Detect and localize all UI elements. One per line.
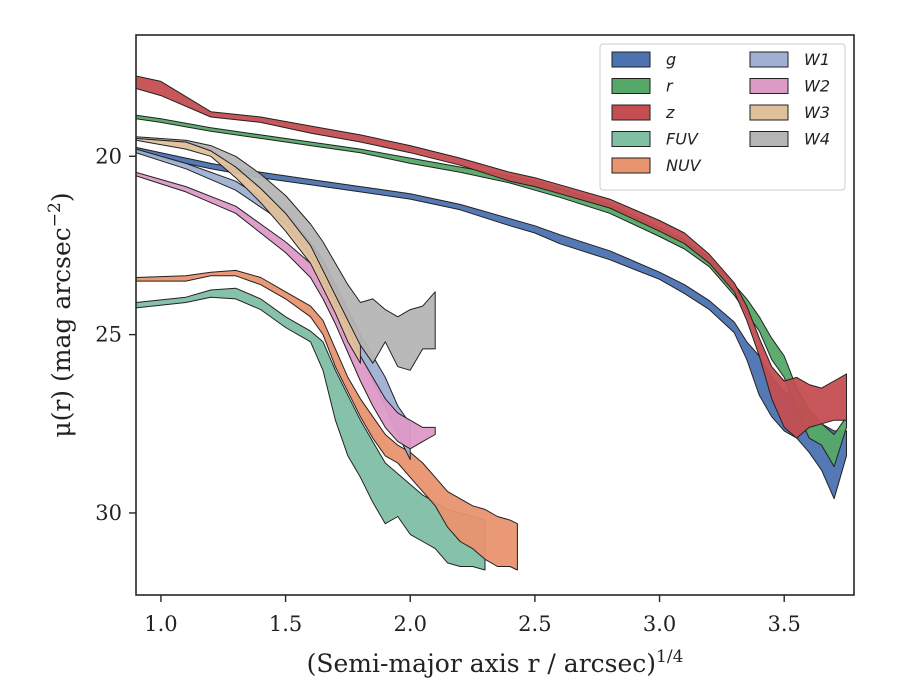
x-axis-label-superscript: 1/4 bbox=[656, 647, 683, 667]
legend-label-w1: W1 bbox=[804, 50, 830, 69]
legend-label-w2: W2 bbox=[804, 77, 830, 96]
legend-swatch-fuv bbox=[611, 131, 651, 147]
x-tick-label: 3.5 bbox=[767, 612, 800, 636]
x-axis-label: (Semi-major axis r / arcsec)1/4 bbox=[307, 647, 684, 678]
band-w4 bbox=[136, 136, 436, 371]
plot-frame bbox=[135, 34, 855, 596]
band-z bbox=[136, 75, 847, 439]
y-tick-label: 20 bbox=[95, 144, 122, 168]
x-tick-label: 2.0 bbox=[394, 612, 427, 636]
legend-swatch-z bbox=[611, 104, 651, 121]
legend: grz FUV NUV W1 W2 W3 W4 bbox=[599, 43, 846, 191]
y-axis-label-superscript: −2 bbox=[45, 202, 65, 227]
x-axis-ticks: 1.0 1.5 2.0 2.5 3.0 3.5 bbox=[144, 595, 801, 636]
band-fuv bbox=[136, 287, 486, 571]
legend-swatch-w1 bbox=[749, 51, 789, 68]
legend-label-z: z bbox=[665, 103, 675, 122]
legend-label-fuv: FUV bbox=[666, 130, 699, 149]
band-group bbox=[136, 75, 847, 571]
y-axis-label: μ(r) (mag arcsec−2) bbox=[45, 192, 76, 437]
band-g bbox=[136, 146, 847, 500]
band-nuv bbox=[136, 269, 518, 571]
legend-label-w4: W4 bbox=[804, 130, 830, 149]
legend-label-w3: W3 bbox=[804, 103, 830, 122]
x-tick-label: 1.5 bbox=[269, 612, 302, 636]
x-axis-label-text: (Semi-major axis r / arcsec) bbox=[307, 649, 656, 678]
y-tick-label: 30 bbox=[95, 501, 122, 525]
legend-label-nuv: NUV bbox=[666, 156, 702, 175]
x-tick-label: 3.0 bbox=[643, 612, 676, 636]
legend-swatch-nuv bbox=[611, 157, 651, 174]
y-axis-label-text: μ(r) (mag arcsec bbox=[47, 227, 76, 437]
x-tick-label: 1.0 bbox=[144, 612, 177, 636]
x-tick-label: 2.5 bbox=[518, 612, 551, 636]
legend-label-g: g bbox=[666, 50, 676, 69]
legend-label-r: r bbox=[666, 77, 674, 96]
legend-swatch-r bbox=[611, 78, 651, 94]
y-tick-label: 25 bbox=[95, 323, 122, 347]
legend-swatch-w3 bbox=[749, 104, 789, 121]
y-axis-ticks: 20 25 30 bbox=[95, 144, 136, 525]
legend-swatch-w4 bbox=[749, 131, 789, 147]
y-axis-label-close: ) bbox=[47, 192, 76, 202]
legend-swatch-w2 bbox=[749, 78, 789, 94]
legend-swatch-g bbox=[611, 51, 651, 68]
